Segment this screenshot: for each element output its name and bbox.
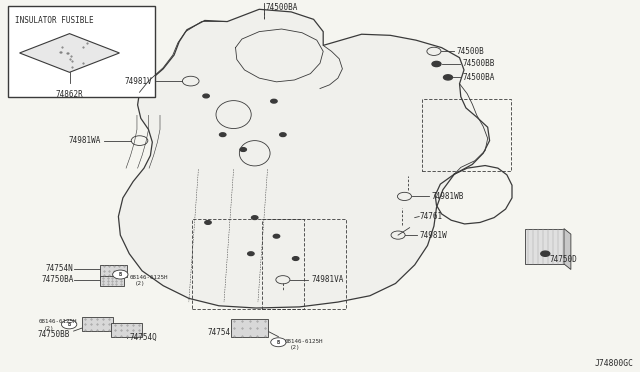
Text: B: B <box>277 340 280 345</box>
Text: 08146-6125H: 08146-6125H <box>129 275 168 280</box>
Text: B: B <box>68 322 70 327</box>
Circle shape <box>273 234 280 238</box>
Text: 08146-6125H: 08146-6125H <box>38 319 77 324</box>
Bar <box>262 219 346 309</box>
Text: 74750BB: 74750BB <box>37 330 70 339</box>
Text: 74754Q: 74754Q <box>129 333 157 342</box>
Text: 74750D: 74750D <box>549 255 577 264</box>
Polygon shape <box>564 228 571 269</box>
Text: 74981WB: 74981WB <box>431 192 464 201</box>
Text: 74754N: 74754N <box>46 264 74 273</box>
Circle shape <box>271 338 286 347</box>
Circle shape <box>292 257 299 260</box>
Polygon shape <box>20 33 120 72</box>
Polygon shape <box>100 265 127 277</box>
Text: (2): (2) <box>289 345 300 350</box>
Text: 74500BA: 74500BA <box>266 3 298 12</box>
Circle shape <box>444 75 452 80</box>
Text: 74500BB: 74500BB <box>462 60 495 68</box>
Bar <box>525 228 564 264</box>
Circle shape <box>220 133 226 137</box>
Bar <box>192 219 304 309</box>
Polygon shape <box>111 323 142 337</box>
Text: 74500BA: 74500BA <box>462 73 495 82</box>
Circle shape <box>280 133 286 137</box>
Circle shape <box>541 251 550 256</box>
Text: (2): (2) <box>44 326 54 331</box>
Circle shape <box>271 99 277 103</box>
Text: 74754: 74754 <box>207 328 230 337</box>
Text: 74761: 74761 <box>420 212 443 221</box>
Polygon shape <box>231 319 268 337</box>
Circle shape <box>432 61 441 67</box>
Circle shape <box>203 94 209 98</box>
Text: J74800GC: J74800GC <box>595 359 634 368</box>
Text: B: B <box>119 272 122 277</box>
Circle shape <box>248 252 254 256</box>
Polygon shape <box>82 317 113 331</box>
Polygon shape <box>118 9 490 308</box>
Bar <box>422 99 511 171</box>
Text: 74981WA: 74981WA <box>68 136 101 145</box>
Circle shape <box>61 320 77 329</box>
Circle shape <box>240 148 246 151</box>
Bar <box>8 6 155 97</box>
Text: 74981W: 74981W <box>420 231 447 240</box>
Text: 74750BA: 74750BA <box>41 275 74 284</box>
Text: 74981V: 74981V <box>125 77 152 86</box>
Circle shape <box>113 270 128 279</box>
Text: 74862R: 74862R <box>56 90 83 99</box>
Circle shape <box>252 216 258 219</box>
Text: 08146-6125H: 08146-6125H <box>285 339 323 344</box>
Text: 74500B: 74500B <box>457 47 484 56</box>
Text: INSULATOR FUSIBLE: INSULATOR FUSIBLE <box>15 16 94 25</box>
Circle shape <box>205 221 211 224</box>
Text: (2): (2) <box>134 281 145 286</box>
Text: 74981VA: 74981VA <box>311 275 344 284</box>
Polygon shape <box>100 276 124 286</box>
